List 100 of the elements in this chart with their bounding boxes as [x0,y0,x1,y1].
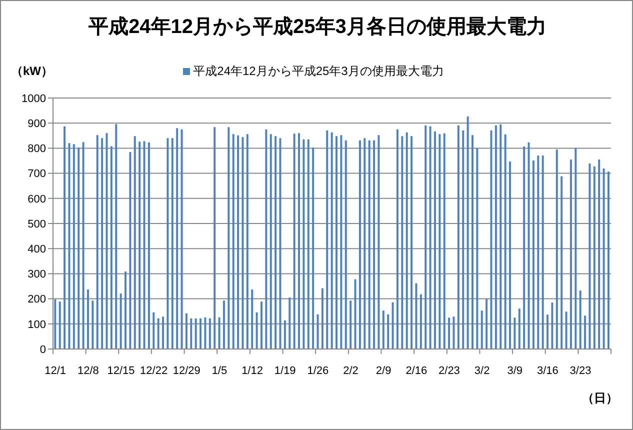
bar [457,125,460,349]
bar [518,308,520,349]
bar [152,312,155,349]
bar [509,162,512,349]
x-tick-label: 3/16 [536,365,558,377]
bar [279,138,282,349]
x-tick-label: 1/5 [212,365,228,377]
bar [166,138,169,349]
bar [120,294,122,349]
bar [86,290,89,349]
bar [237,135,240,349]
bar [350,300,352,349]
bar [92,300,94,349]
bar [472,135,474,349]
x-tick-label: 12/8 [77,365,99,377]
bar [194,318,197,349]
y-tick-label: 100 [28,318,46,331]
bar [579,290,582,349]
bar [64,126,66,349]
bar [584,316,586,349]
bar [523,146,526,349]
bar [222,300,225,349]
bar [228,127,230,349]
bar [54,299,56,349]
y-tick-label: 0 [40,344,46,356]
bar [200,318,202,349]
bar [246,134,248,349]
bar [476,148,478,349]
x-axis-title: （日） [582,390,618,407]
bar [420,294,422,349]
bar [260,302,262,349]
y-tick-label: 800 [28,143,46,156]
bar [129,152,132,349]
y-tick-label: 400 [28,244,46,256]
bar [251,290,254,349]
bar [138,142,141,349]
bar [542,155,544,349]
bar [344,140,347,349]
bar [307,139,310,349]
bar [101,138,104,349]
bar [448,318,450,349]
bar [68,143,70,349]
bar [115,124,118,349]
bar [528,142,530,349]
bar [368,140,370,349]
y-tick-label: 1000 [22,92,46,105]
y-tick-label: 300 [28,268,46,281]
bar [157,318,160,349]
x-tick-label: 3/9 [507,365,523,377]
bar [588,164,591,349]
bar [532,160,534,349]
bar [607,172,610,349]
bar [382,310,384,349]
bar [354,279,356,349]
bar [82,142,84,349]
bar [401,136,404,349]
bar [284,320,286,349]
y-axis-title: （kW） [11,63,53,80]
bar [316,314,319,349]
x-tick-label: 2/2 [343,365,358,377]
bar [274,136,277,349]
bar [288,298,291,349]
bar [570,159,572,349]
bar [298,133,300,349]
y-tick-label: 700 [28,168,46,180]
bar [574,148,577,349]
bar [110,146,112,349]
y-tick-label: 500 [28,218,46,230]
bar [72,144,75,349]
bar [124,271,127,349]
y-tick-label: 200 [28,294,46,306]
bar [96,135,98,349]
bar [546,314,549,349]
bar [486,299,488,349]
x-tick-label: 1/12 [242,365,263,377]
bar [185,313,188,349]
x-tick-label: 12/1 [44,365,66,377]
bar [429,126,432,349]
y-tick-label: 900 [28,118,46,130]
x-tick-label: 1/26 [307,365,329,377]
bar [190,318,192,349]
bar [551,302,554,349]
bar [364,138,366,349]
bar [218,317,220,349]
bar [326,130,328,349]
bar [602,168,605,349]
x-tick-label: 1/19 [274,365,296,377]
y-tick-label: 600 [28,193,46,206]
bar [134,136,136,349]
bar [466,116,469,349]
bar [330,132,333,349]
x-tick-label: 12/15 [107,365,135,377]
bar [387,314,390,349]
bar [171,138,174,349]
bar [321,288,324,349]
bar [176,128,178,349]
bar [242,137,244,349]
bar [504,134,506,349]
x-tick-label: 2/9 [376,365,392,377]
bar [452,316,455,349]
